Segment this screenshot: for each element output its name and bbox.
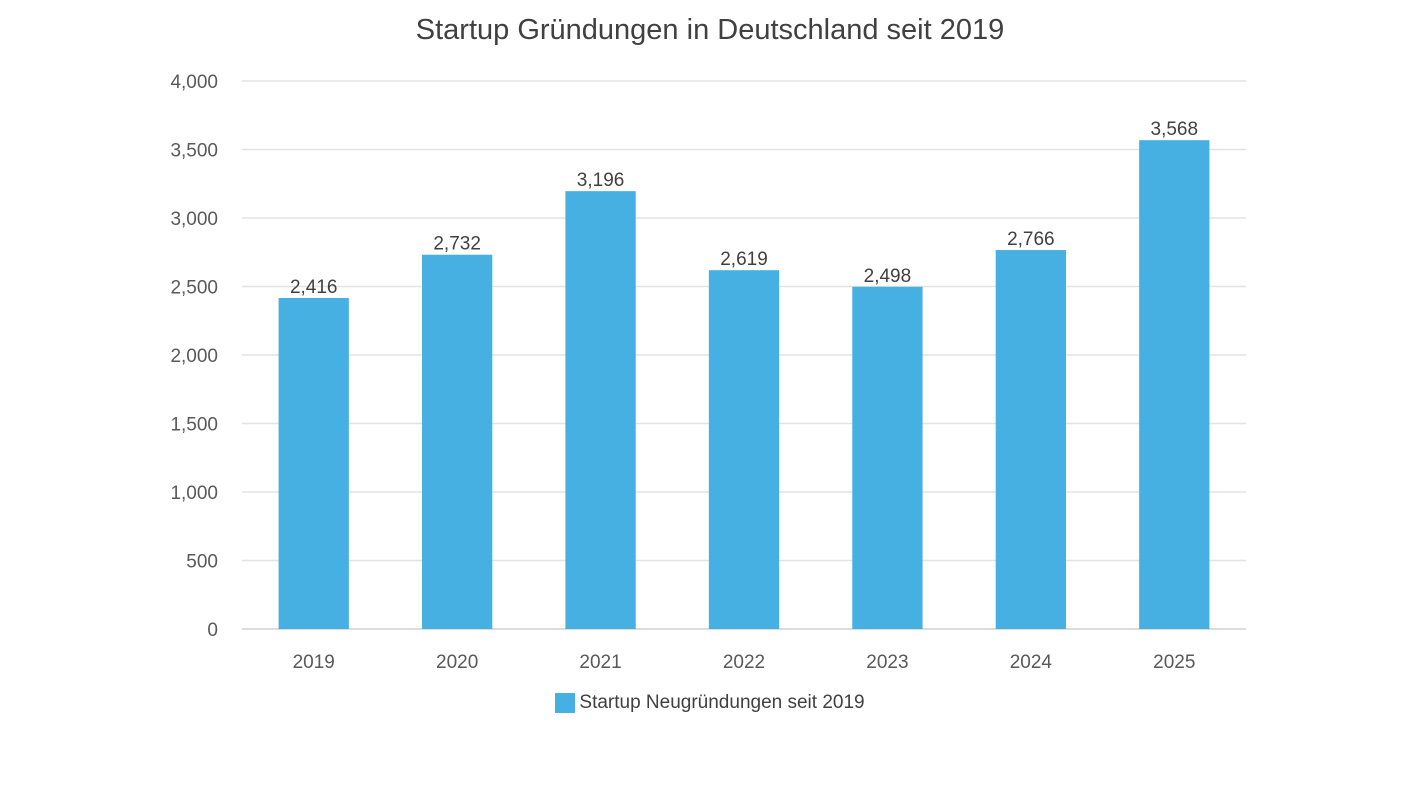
y-tick-label: 1,500 bbox=[170, 415, 218, 436]
bar bbox=[852, 286, 923, 629]
x-tick-label: 2022 bbox=[723, 652, 765, 673]
chart-title: Startup Gründungen in Deutschland seit 2… bbox=[415, 14, 1005, 46]
bar bbox=[1139, 140, 1210, 629]
y-tick-label: 4,000 bbox=[170, 72, 218, 93]
y-tick-label: 3,000 bbox=[170, 209, 218, 230]
y-tick-label: 1,000 bbox=[170, 483, 218, 504]
x-tick-label: 2020 bbox=[436, 652, 478, 673]
legend-swatch bbox=[555, 693, 576, 713]
bar bbox=[278, 298, 349, 629]
data-label: 2,416 bbox=[290, 277, 338, 298]
y-tick-label: 2,500 bbox=[170, 278, 218, 299]
y-tick-label: 3,500 bbox=[170, 141, 218, 162]
bar bbox=[422, 254, 493, 629]
y-tick-label: 500 bbox=[186, 552, 218, 573]
data-label: 2,766 bbox=[1007, 229, 1055, 250]
data-label: 2,619 bbox=[720, 249, 768, 270]
x-tick-label: 2025 bbox=[1153, 652, 1195, 673]
y-tick-label: 0 bbox=[207, 620, 218, 641]
x-tick-label: 2019 bbox=[293, 652, 335, 673]
legend: Startup Neugründungen seit 2019 bbox=[0, 692, 1420, 714]
bar bbox=[565, 191, 636, 629]
bar bbox=[995, 250, 1066, 630]
data-label: 2,732 bbox=[433, 234, 481, 255]
x-tick-label: 2024 bbox=[1010, 652, 1053, 673]
x-tick-label: 2021 bbox=[579, 652, 621, 673]
data-label: 2,498 bbox=[864, 266, 912, 287]
bar bbox=[708, 270, 780, 629]
data-label: 3,196 bbox=[577, 170, 625, 191]
y-tick-label: 2,000 bbox=[170, 346, 218, 367]
legend-label: Startup Neugründungen seit 2019 bbox=[579, 692, 865, 713]
data-label: 3,568 bbox=[1151, 119, 1199, 140]
x-tick-label: 2023 bbox=[866, 652, 908, 673]
